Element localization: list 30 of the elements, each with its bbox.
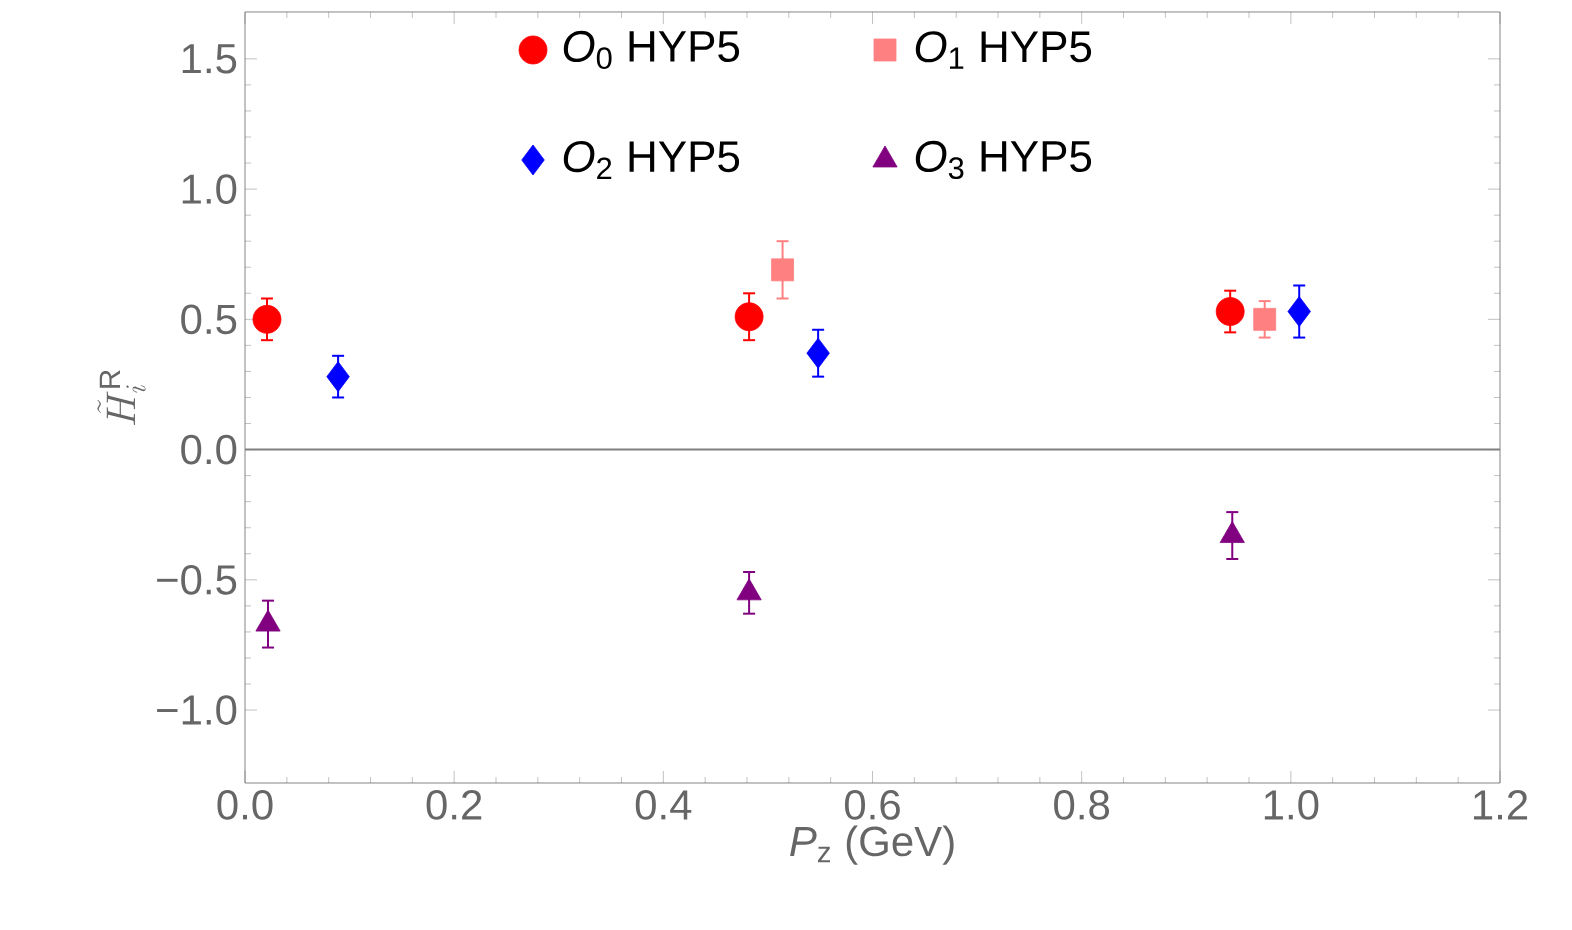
y-tick-label: 0.0 xyxy=(181,434,237,465)
x-tick-label: 0.6 xyxy=(844,790,900,820)
y-tick-label: 1.0 xyxy=(182,174,237,204)
point xyxy=(1219,521,1245,543)
y-tick-label: 0.5 xyxy=(181,304,237,335)
point xyxy=(806,337,830,369)
x-tick-label: 1.2 xyxy=(1474,790,1528,820)
legend-label: O$_{1}$ HYP5 xyxy=(915,31,1092,69)
point xyxy=(1287,296,1311,327)
point xyxy=(771,258,794,282)
point xyxy=(736,578,762,601)
y-tick-label: −0.5 xyxy=(157,564,237,595)
y-axis-title: $\tilde{H}_{i}^{\mathrm{R}}$ xyxy=(97,370,146,426)
point xyxy=(255,609,281,632)
x-tick-label: 0.4 xyxy=(635,790,692,820)
point xyxy=(1215,297,1245,326)
legend-label: O$_{0}$ HYP5 xyxy=(563,30,740,70)
x-tick-label: 0.0 xyxy=(217,790,273,820)
x-tick-label: 1.0 xyxy=(1264,790,1319,820)
legend-label: O$_{2}$ HYP5 xyxy=(563,141,740,179)
point xyxy=(252,304,282,334)
legend-label: O$_{3}$ HYP5 xyxy=(915,140,1092,180)
x-tick-label: 0.8 xyxy=(1054,790,1110,820)
x-axis-title: P$_{z}$ (GeV) xyxy=(790,825,954,865)
y-tick-label: −1.0 xyxy=(157,695,237,725)
point xyxy=(1253,307,1277,331)
point xyxy=(326,361,350,393)
x-tick-label: 0.2 xyxy=(426,790,482,820)
point xyxy=(734,302,764,332)
y-tick-label: 1.5 xyxy=(182,44,237,74)
